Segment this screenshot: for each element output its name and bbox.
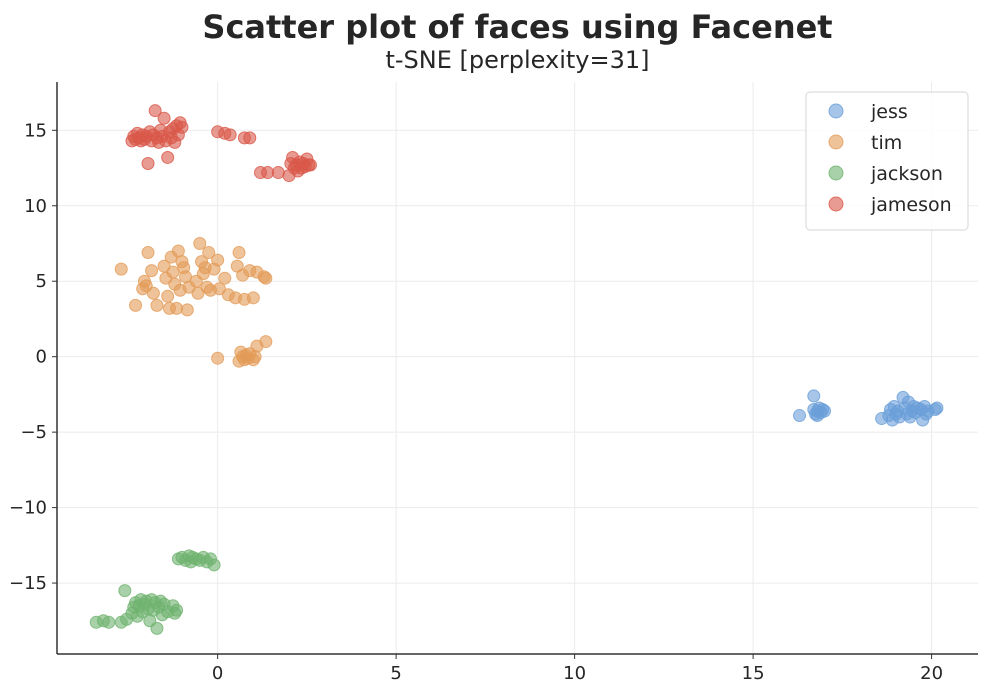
- data-point-jameson: [175, 120, 189, 134]
- data-point-jameson: [161, 150, 175, 164]
- data-point-jackson: [150, 621, 164, 635]
- data-point-jackson: [102, 615, 116, 629]
- x-tick-label: 0: [212, 663, 223, 684]
- data-point-jameson: [223, 128, 237, 142]
- y-tick-label: −5: [20, 422, 47, 443]
- x-tick-label: 5: [390, 663, 401, 684]
- axes: [56, 82, 978, 655]
- data-point-tim: [146, 286, 160, 300]
- y-tick-label: 0: [36, 347, 47, 368]
- data-point-tim: [180, 303, 194, 317]
- data-point-tim: [259, 335, 273, 349]
- data-point-tim: [246, 291, 260, 305]
- x-tick-label: 10: [563, 663, 586, 684]
- legend-marker-tim: [828, 134, 844, 150]
- data-point-tim: [141, 246, 155, 260]
- data-point-jameson: [271, 166, 285, 180]
- data-point-tim: [191, 286, 205, 300]
- data-point-jameson: [141, 156, 155, 170]
- legend-marker-jess: [828, 103, 844, 119]
- data-point-tim: [212, 282, 226, 296]
- data-point-jess: [930, 401, 944, 415]
- y-tick-label: 15: [24, 120, 47, 141]
- legend-label-tim: tim: [871, 132, 902, 154]
- data-point-tim: [170, 301, 184, 315]
- x-axis-ticks: 0 5 10 15 20: [212, 654, 943, 684]
- data-point-tim: [150, 298, 164, 312]
- chart-subtitle: t-SNE [perplexity=31]: [385, 46, 650, 74]
- data-point-jameson: [303, 158, 317, 172]
- legend-label-jameson: jameson: [870, 194, 952, 216]
- data-point-jameson: [243, 131, 257, 145]
- data-point-tim: [129, 298, 143, 312]
- data-point-tim: [193, 236, 207, 250]
- data-point-tim: [259, 271, 273, 285]
- data-point-jackson: [118, 584, 132, 598]
- data-point-tim: [114, 262, 128, 276]
- data-point-tim: [211, 253, 225, 267]
- x-tick-label: 20: [920, 663, 943, 684]
- data-point-tim: [145, 264, 159, 278]
- legend-label-jess: jess: [870, 101, 908, 123]
- data-point-jackson: [170, 603, 184, 617]
- legend-marker-jameson: [828, 196, 844, 212]
- data-point-jess: [807, 389, 821, 403]
- y-tick-label: −15: [9, 573, 47, 594]
- y-tick-label: −10: [9, 498, 47, 519]
- x-tick-label: 15: [742, 663, 765, 684]
- chart-title: Scatter plot of faces using Facenet: [202, 8, 833, 46]
- data-point-tim: [202, 246, 216, 260]
- legend-label-jackson: jackson: [870, 163, 943, 185]
- data-point-tim: [248, 350, 262, 364]
- data-point-tim: [218, 271, 232, 285]
- data-point-tim: [161, 289, 175, 303]
- legend-marker-jackson: [828, 165, 844, 181]
- data-point-jameson: [261, 166, 275, 180]
- legend-box: [805, 91, 969, 231]
- data-point-tim: [211, 351, 225, 365]
- data-point-jackson: [207, 558, 221, 572]
- y-axis-ticks: 15 10 5 0 −5 −10 −15: [9, 120, 57, 594]
- data-points: [89, 104, 944, 635]
- data-point-tim: [232, 246, 246, 260]
- y-tick-label: 5: [36, 271, 47, 292]
- data-point-jess: [793, 409, 807, 423]
- y-tick-label: 10: [24, 196, 47, 217]
- data-point-jameson: [157, 111, 171, 125]
- data-point-tim: [166, 265, 180, 279]
- data-point-jess: [810, 409, 824, 423]
- legend: jess tim jackson jameson: [805, 91, 969, 231]
- data-point-jameson: [148, 104, 162, 118]
